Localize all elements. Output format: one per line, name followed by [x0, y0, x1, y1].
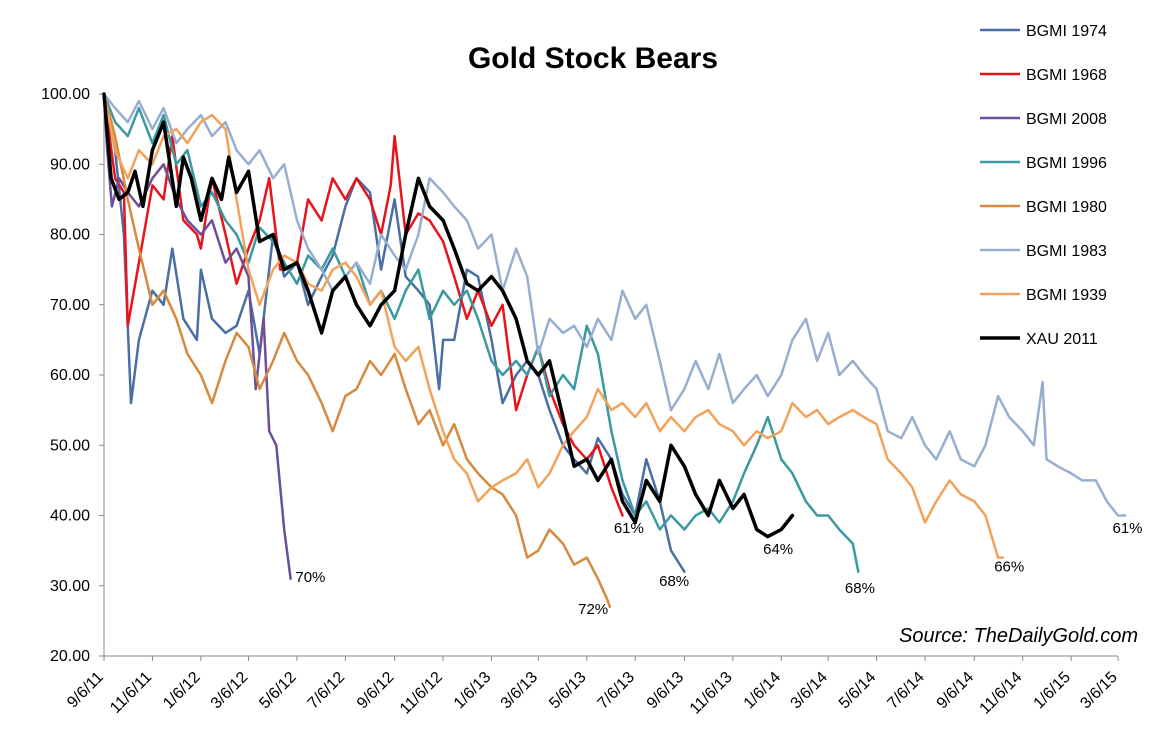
y-tick-label: 100.00 [41, 86, 90, 103]
x-axis: 9/6/11 11/6/11 1/6/12 3/6/12 5/6/12 7/6/12 9/6… [64, 655, 1121, 718]
x-tick-label: 7/6/14 [884, 669, 928, 713]
drawdown-annotation: 61% [1113, 520, 1143, 537]
x-tick-label: 9/6/12 [354, 669, 398, 713]
x-tick-label: 1/6/12 [160, 669, 204, 713]
y-tick-label: 40.00 [50, 508, 90, 525]
series-line-xau-2011 [102, 92, 795, 539]
legend-label: BGMI 1939 [1026, 287, 1107, 304]
drawdown-annotation: 68% [659, 573, 689, 590]
drawdown-annotation: 66% [994, 559, 1024, 576]
x-tick-label: 11/6/14 [977, 669, 1026, 718]
drawdown-annotation: 70% [295, 569, 325, 586]
legend-label: BGMI 1980 [1026, 199, 1107, 216]
plot-series [102, 92, 1127, 609]
x-tick-label: 3/6/12 [208, 669, 252, 713]
annotations: 70% 72% 61% 68% 64% 68% 66% 61% [295, 520, 1142, 618]
drawdown-annotation: 61% [614, 520, 644, 537]
legend: BGMI 1974 BGMI 1968 BGMI 2008 BGMI 1996 BGMI… [980, 23, 1107, 348]
x-tick-label: 1/6/15 [1031, 669, 1075, 713]
x-tick-label: 5/6/14 [836, 669, 880, 713]
drawdown-annotation: 68% [845, 580, 875, 597]
series-line-bgmi-1974 [102, 92, 686, 573]
y-tick-label: 70.00 [50, 297, 90, 314]
x-tick-label: 5/6/12 [256, 669, 300, 713]
source-credit: Source: TheDailyGold.com [899, 625, 1138, 647]
legend-label: BGMI 1983 [1026, 243, 1107, 260]
legend-label: BGMI 1996 [1026, 155, 1107, 172]
x-tick-label: 1/6/13 [451, 669, 495, 713]
series-line-bgmi-1939 [102, 92, 1005, 559]
legend-label: BGMI 2008 [1026, 111, 1107, 128]
drawdown-annotation: 72% [578, 601, 608, 618]
x-tick-label: 5/6/13 [546, 669, 590, 713]
x-tick-label: 11/6/12 [397, 669, 446, 718]
y-tick-label: 60.00 [50, 367, 90, 384]
legend-label: XAU 2011 [1026, 331, 1098, 348]
legend-label: BGMI 1974 [1026, 23, 1107, 40]
drawdown-annotation: 64% [763, 541, 793, 558]
x-tick-label: 3/6/14 [788, 669, 832, 713]
y-tick-label: 30.00 [50, 578, 90, 595]
x-tick-label: 3/6/13 [498, 669, 542, 713]
y-axis: 20.00 30.00 40.00 50.00 60.00 70.00 80.00 90.00… [41, 86, 105, 665]
x-tick-label: 11/6/11 [107, 669, 155, 717]
legend-label: BGMI 1968 [1026, 67, 1107, 84]
chart-title: Gold Stock Bears [468, 42, 718, 75]
x-tick-label: 9/6/11 [64, 669, 107, 712]
x-tick-label: 7/6/13 [595, 669, 639, 713]
x-tick-label: 1/6/14 [741, 669, 785, 713]
series-line-bgmi-1983 [102, 92, 1127, 517]
series-line-bgmi-2008 [102, 92, 292, 580]
x-tick-label: 7/6/12 [305, 669, 349, 713]
x-tick-label: 9/6/13 [644, 669, 688, 713]
series-line-bgmi-1980 [102, 92, 612, 609]
x-tick-label: 9/6/14 [934, 669, 978, 713]
y-tick-label: 20.00 [50, 648, 90, 665]
y-tick-label: 80.00 [50, 227, 90, 244]
x-tick-label: 3/6/15 [1077, 669, 1121, 713]
y-tick-label: 90.00 [50, 156, 90, 173]
x-tick-label: 11/6/13 [687, 669, 736, 718]
y-tick-label: 50.00 [50, 437, 90, 454]
series-line-bgmi-1996 [102, 92, 860, 573]
